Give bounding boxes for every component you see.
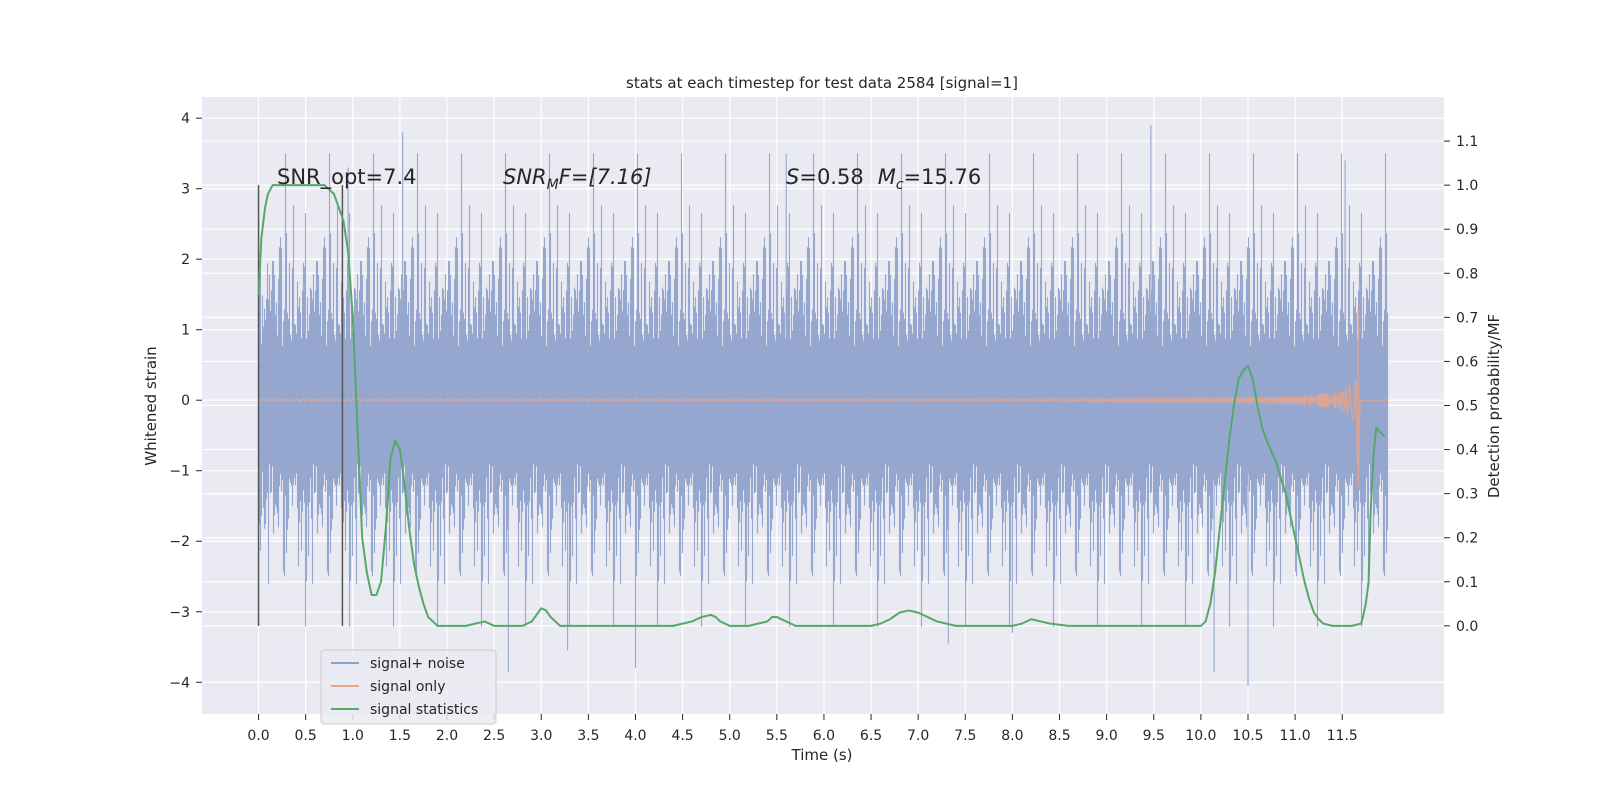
x-tick-label: 5.0: [719, 728, 741, 744]
y-tick-label: 0: [181, 393, 190, 409]
x-tick-label: 8.5: [1048, 728, 1070, 744]
right-y-axis-label: Detection probability/MF: [1485, 314, 1503, 498]
x-tick-label: 6.5: [860, 728, 882, 744]
x-tick-label: 6.0: [813, 728, 835, 744]
chart-title: stats at each timestep for test data 258…: [626, 74, 1018, 92]
x-tick-label: 9.5: [1143, 728, 1165, 744]
y-tick-label: −2: [169, 534, 190, 550]
x-tick-label: 0.5: [295, 728, 317, 744]
signal-only-series: [257, 308, 1389, 489]
s-symbol: S: [786, 165, 799, 189]
x-tick-label: 1.0: [342, 728, 364, 744]
snr-mf-rest: F=[7.16]: [559, 165, 652, 189]
snr-mf-subscript: M: [547, 177, 559, 193]
legend: signal+ noise signal only signal statist…: [320, 649, 497, 725]
right-y-tick-label: 0.6: [1456, 354, 1478, 370]
y-tick-label: −3: [169, 605, 190, 621]
x-tick-label: 10.0: [1185, 728, 1216, 744]
right-y-tick-label: 0.2: [1456, 531, 1478, 547]
annotation-snr-opt: SNR_opt=7.4: [277, 165, 417, 190]
right-y-tick-label: 0.7: [1456, 310, 1478, 326]
x-tick-label: 7.0: [907, 728, 929, 744]
mc-symbol: M: [878, 165, 896, 189]
annotation-snr-mf: SNRMF=[7.16]: [503, 165, 652, 193]
legend-label-noise: signal+ noise: [370, 656, 465, 672]
right-y-tick-label: 0.4: [1456, 443, 1478, 459]
x-tick-label: 0.0: [247, 728, 269, 744]
right-y-tick-label: 0.9: [1456, 222, 1478, 238]
y-tick-label: 4: [181, 111, 190, 127]
y-tick-label: 2: [181, 252, 190, 268]
right-y-tick-label: 0.5: [1456, 399, 1478, 415]
x-tick-label: 11.5: [1327, 728, 1358, 744]
x-tick-label: 3.5: [577, 728, 599, 744]
right-y-tick-label: 1.1: [1456, 134, 1478, 150]
x-tick-label: 10.5: [1232, 728, 1263, 744]
signal-statistics-series: [257, 184, 1386, 627]
right-y-tick-label: 1.0: [1456, 178, 1478, 194]
statistics-trace: [257, 184, 1386, 627]
y-axis-label: Whitened strain: [142, 346, 160, 465]
mc-value: =15.76: [904, 165, 982, 189]
x-tick-label: 3.0: [530, 728, 552, 744]
x-tick-label: 2.0: [436, 728, 458, 744]
y-tick-label: −1: [169, 464, 190, 480]
legend-frame: [320, 649, 497, 725]
signal-trace: [257, 308, 1389, 489]
x-tick-label: 4.5: [671, 728, 693, 744]
vertical-marker-lines: [257, 185, 344, 626]
x-tick-label: 5.5: [766, 728, 788, 744]
right-y-tick-label: 0.3: [1456, 487, 1478, 503]
legend-label-signal: signal only: [370, 679, 445, 695]
legend-label-statistics: signal statistics: [370, 702, 478, 718]
x-tick-label: 4.0: [624, 728, 646, 744]
right-y-tick-label: 0.8: [1456, 266, 1478, 282]
s-value: =0.58: [799, 165, 863, 189]
x-tick-label: 9.0: [1096, 728, 1118, 744]
x-tick-labels: 0.0 0.5 1.0 1.5 2.0 2.5 3.0 3.5 4.0 4.5 5.0 5.5 6.0 6…: [247, 714, 1358, 744]
mc-subscript: c: [896, 177, 904, 193]
y-tick-label: 3: [181, 182, 190, 198]
annotation-s-mc: S=0.58 Mc=15.76: [786, 165, 981, 193]
x-tick-label: 11.0: [1280, 728, 1311, 744]
snr-mf-base: SNR: [503, 165, 547, 189]
x-tick-label: 1.5: [389, 728, 411, 744]
right-y-tick-labels: 0.0 0.1 0.2 0.3 0.4 0.5 0.6 0.7 0.8 0.9 1.0 1.1: [1444, 134, 1478, 635]
x-tick-label: 2.5: [483, 728, 505, 744]
y-tick-label: 1: [181, 323, 190, 339]
x-tick-label: 7.5: [954, 728, 976, 744]
right-y-tick-label: 0.0: [1456, 619, 1478, 635]
x-tick-label: 8.0: [1001, 728, 1023, 744]
y-tick-labels: −4 −3 −2 −1 0 1 2 3 4: [169, 111, 202, 691]
y-tick-label: −4: [169, 675, 190, 691]
right-y-tick-label: 0.1: [1456, 575, 1478, 591]
x-axis-label: Time (s): [791, 746, 853, 764]
